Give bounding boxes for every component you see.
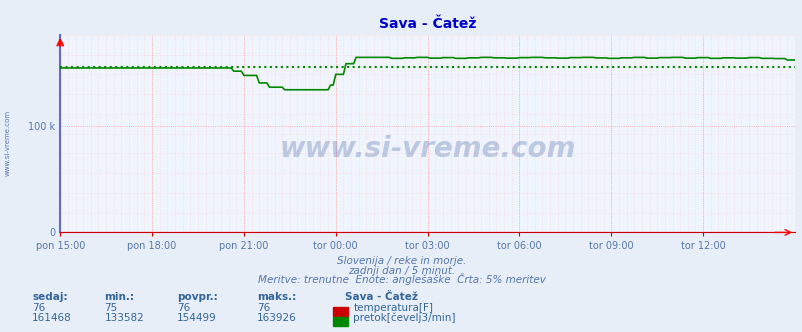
Text: temperatura[F]: temperatura[F]: [353, 303, 433, 313]
Text: Sava - Čatež: Sava - Čatež: [345, 292, 418, 302]
Text: zadnji dan / 5 minut.: zadnji dan / 5 minut.: [347, 266, 455, 276]
Title: Sava - Čatež: Sava - Čatež: [379, 17, 476, 31]
Text: min.:: min.:: [104, 292, 134, 302]
Text: www.si-vreme.com: www.si-vreme.com: [5, 110, 11, 176]
Text: 163926: 163926: [257, 313, 297, 323]
Text: povpr.:: povpr.:: [176, 292, 217, 302]
Text: Meritve: trenutne  Enote: anglešaške  Črta: 5% meritev: Meritve: trenutne Enote: anglešaške Črta…: [257, 273, 545, 285]
Text: www.si-vreme.com: www.si-vreme.com: [279, 135, 575, 163]
Text: 76: 76: [257, 303, 270, 313]
Text: 76: 76: [32, 303, 46, 313]
Text: 76: 76: [176, 303, 190, 313]
Text: sedaj:: sedaj:: [32, 292, 67, 302]
Text: 161468: 161468: [32, 313, 72, 323]
Text: 75: 75: [104, 303, 118, 313]
Text: maks.:: maks.:: [257, 292, 296, 302]
Text: pretok[čevelj3/min]: pretok[čevelj3/min]: [353, 312, 456, 323]
Text: 154499: 154499: [176, 313, 217, 323]
Text: 133582: 133582: [104, 313, 144, 323]
Text: Slovenija / reke in morje.: Slovenija / reke in morje.: [336, 256, 466, 266]
